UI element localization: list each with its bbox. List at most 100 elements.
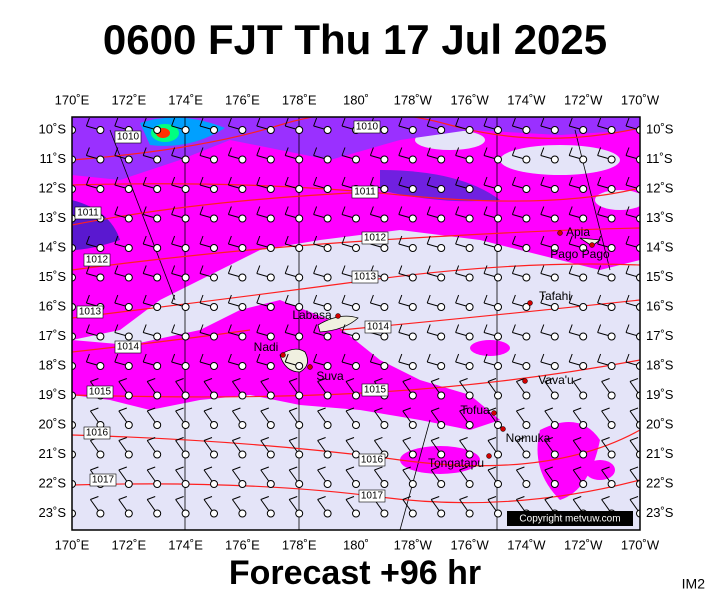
isobar-label-box <box>358 489 386 503</box>
barb-flag <box>284 206 289 215</box>
barb-station <box>579 214 588 223</box>
lat-label-left: 12˚S <box>39 180 67 195</box>
barb-flag <box>114 147 119 156</box>
place-marker <box>280 352 286 358</box>
barb-station <box>607 126 616 134</box>
isobar-label: 1014 <box>117 342 140 353</box>
isobar-label-box <box>83 253 111 267</box>
barb-flag <box>629 437 639 441</box>
barb-flag <box>114 206 119 215</box>
isobar-label: 1012 <box>86 255 109 266</box>
barb-flag <box>540 147 545 156</box>
barb-station <box>181 244 190 252</box>
barb-station <box>352 391 360 400</box>
barb-flag <box>260 496 269 500</box>
barb-station <box>295 480 304 488</box>
barb-flag <box>341 176 346 186</box>
barb-flag <box>142 294 147 304</box>
barb-flag <box>511 294 516 304</box>
barb-flag <box>232 466 241 471</box>
barb-station <box>72 391 76 400</box>
isobar-label: 1015 <box>364 385 387 396</box>
barb-station <box>323 126 332 134</box>
isobar-label-box <box>351 185 379 199</box>
barb-flag <box>431 437 440 441</box>
barb-station <box>96 273 105 282</box>
barb-station <box>210 155 218 164</box>
barb-station <box>181 273 190 282</box>
lat-label-right: 12˚S <box>646 180 674 195</box>
barb-flag <box>455 206 460 215</box>
barb-station <box>579 126 588 134</box>
lat-label-right: 11˚S <box>646 151 673 166</box>
barb-flag <box>341 353 346 363</box>
isobar-label: 1013 <box>79 307 102 318</box>
barb-flag <box>171 206 176 215</box>
barb-station <box>380 185 389 193</box>
barb-station <box>494 155 502 164</box>
barb-station <box>522 185 531 193</box>
barb-flag <box>289 437 298 441</box>
barb-station <box>494 244 502 252</box>
barb-flag <box>544 466 553 471</box>
place-name: Pago Pago <box>550 247 610 261</box>
barb-flag <box>175 496 184 500</box>
barb-station <box>380 155 389 164</box>
barb-station <box>408 480 417 488</box>
barb-station <box>72 303 76 311</box>
isobar-label-box <box>351 270 379 284</box>
barb-station <box>96 126 105 134</box>
isobar-label: 1011 <box>354 187 376 198</box>
barb-flag <box>601 378 610 382</box>
barb-station <box>96 450 105 459</box>
barb-flag <box>341 147 346 156</box>
lat-label-left: 23˚S <box>39 505 67 520</box>
barb-flag <box>597 206 602 215</box>
barb-station <box>153 480 162 488</box>
barb-station <box>266 362 275 370</box>
barb-flag <box>568 324 573 333</box>
lon-label-bottom: 176˚E <box>225 537 260 552</box>
barb-flag <box>203 437 213 441</box>
barb-flag <box>341 117 346 127</box>
barb-station <box>96 362 105 370</box>
barb-flag <box>232 496 241 500</box>
barb-station <box>408 391 417 400</box>
barb-flag <box>459 466 468 471</box>
barb-station <box>550 391 559 400</box>
barb-station <box>295 391 304 400</box>
barb-flag <box>85 353 90 363</box>
barb-flag <box>227 206 232 215</box>
barb-flag <box>142 176 147 186</box>
barb-station <box>494 185 502 193</box>
barb-flag <box>459 378 468 382</box>
barb-station <box>550 332 559 341</box>
barb-flag <box>398 265 403 274</box>
barb-station <box>522 480 531 488</box>
barb-station <box>494 421 502 429</box>
barb-flag <box>313 117 318 127</box>
place-marker <box>335 313 341 319</box>
barb-flag <box>483 206 488 215</box>
barb-flag <box>544 378 553 382</box>
barb-station <box>323 450 332 459</box>
barb-flag <box>573 407 582 412</box>
barb-station <box>550 362 559 370</box>
barb-flag <box>455 176 460 186</box>
barb-flag <box>516 466 525 471</box>
barb-flag <box>459 407 468 412</box>
barb-flag <box>625 353 630 363</box>
isobar-label-box <box>76 305 104 319</box>
barb-station <box>522 421 531 429</box>
barb-station <box>72 244 76 252</box>
barb-station <box>210 362 218 370</box>
barb-station <box>437 480 446 488</box>
barb-flag <box>487 496 497 500</box>
barb-station <box>550 273 559 282</box>
barb-station <box>607 214 616 223</box>
barb-station <box>181 509 190 518</box>
place-marker <box>522 378 528 384</box>
barb-flag <box>540 235 545 245</box>
barb-flag <box>260 378 269 382</box>
barb-flag <box>227 294 232 304</box>
